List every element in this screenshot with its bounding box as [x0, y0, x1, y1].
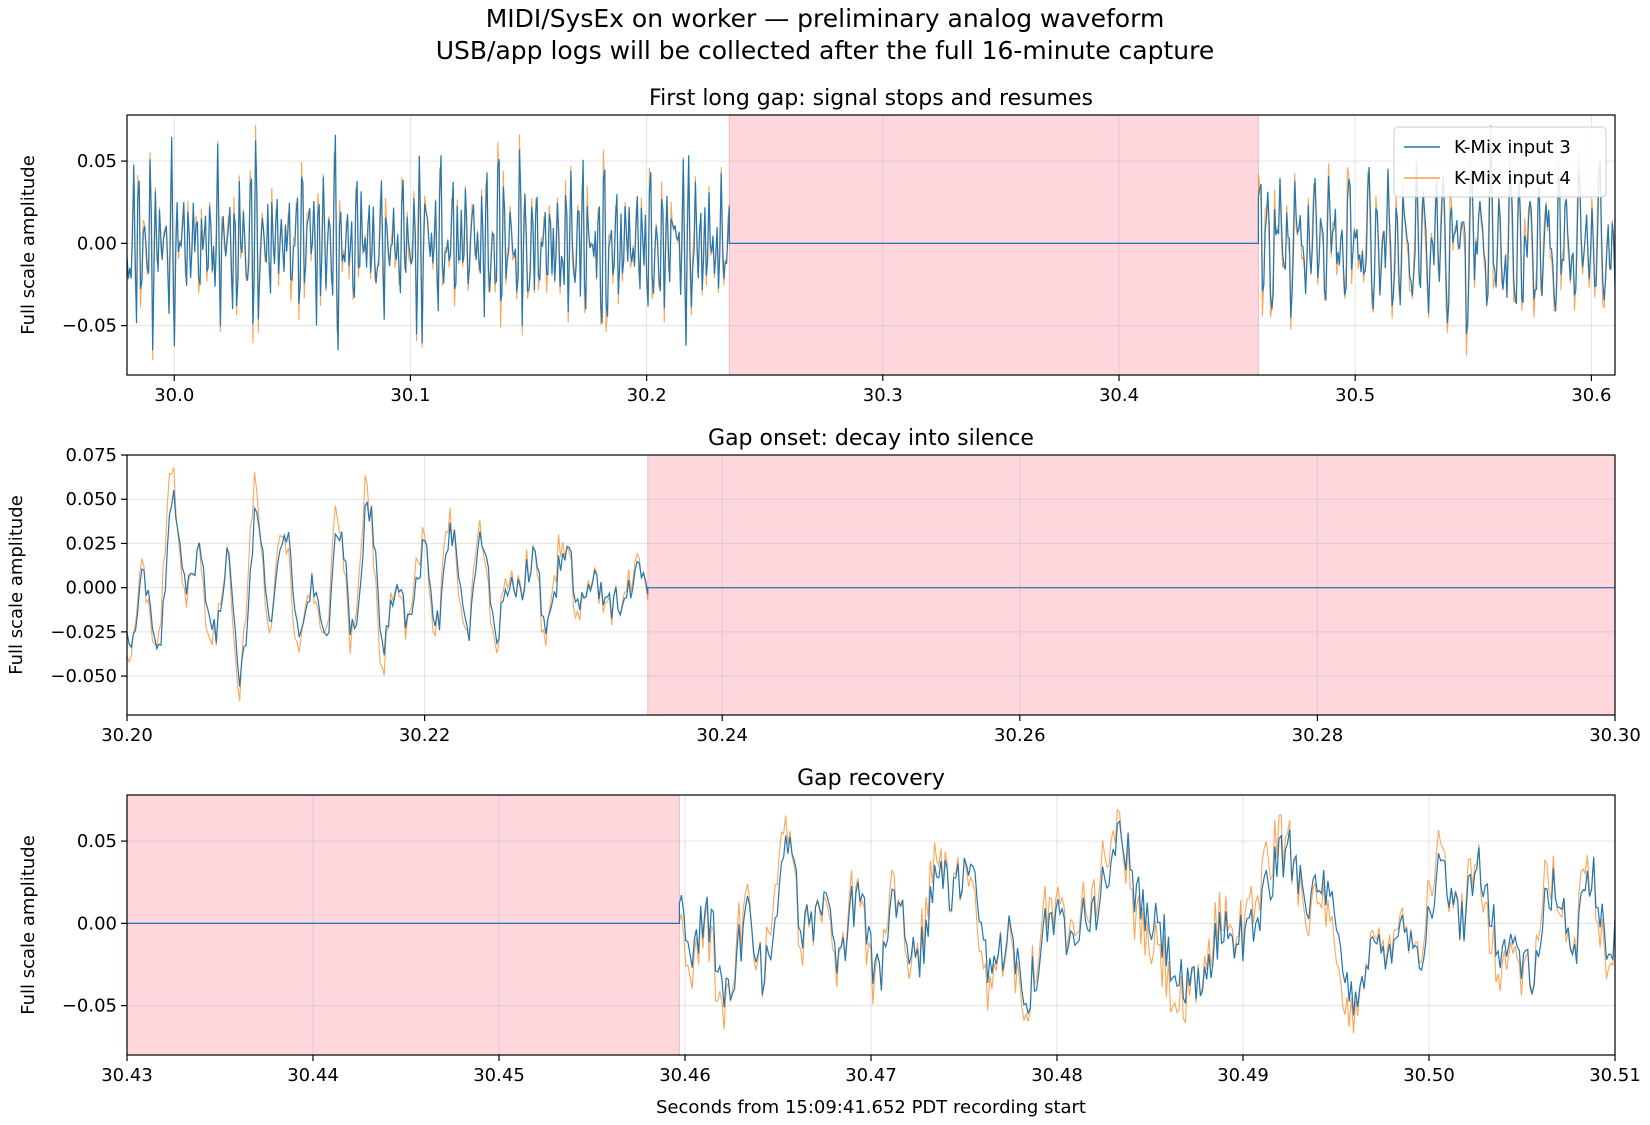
y-tick-label: 0.05 — [77, 831, 117, 852]
x-tick-label: 30.1 — [390, 385, 430, 406]
x-tick-label: 30.6 — [1571, 385, 1611, 406]
y-tick-label: −0.025 — [50, 622, 117, 643]
plot-frame — [126, 114, 1616, 376]
subplot-title: Gap recovery — [797, 766, 945, 791]
x-tick-label: 30.47 — [845, 1065, 897, 1086]
subplot-1: 30.0 30.1 30.2 30.3 30.4 30.5 30.6 −0.05 0.00 0.0… — [18, 86, 1616, 406]
x-tick-label: 30.2 — [627, 385, 667, 406]
x-tick-label: 30.30 — [1589, 725, 1641, 746]
x-tick-label: 30.44 — [287, 1065, 339, 1086]
x-tick-label: 30.48 — [1031, 1065, 1083, 1086]
y-axis-label: Full scale amplitude — [6, 495, 27, 675]
series-line-input-3 — [127, 489, 1615, 687]
figure-title-line-1: MIDI/SysEx on worker — preliminary analo… — [485, 4, 1165, 33]
x-tick-label: 30.51 — [1589, 1065, 1641, 1086]
x-tick-label: 30.4 — [1099, 385, 1139, 406]
y-tick-label: 0.050 — [65, 489, 117, 510]
series-line-input-3 — [127, 819, 1615, 1016]
x-tick-label: 30.20 — [101, 725, 153, 746]
x-axis-label: Seconds from 15:09:41.652 PDT recording … — [656, 1097, 1086, 1118]
y-tick-label: −0.050 — [50, 666, 117, 687]
x-tick-label: 30.45 — [473, 1065, 525, 1086]
y-tick-label: 0.075 — [65, 445, 117, 466]
x-tick-label: 30.26 — [994, 725, 1046, 746]
x-tick-label: 30.49 — [1217, 1065, 1269, 1086]
legend-label: K-Mix input 3 — [1454, 137, 1571, 158]
series-line-input-3 — [127, 134, 1615, 351]
y-tick-label: −0.05 — [62, 996, 117, 1017]
x-tick-label: 30.50 — [1403, 1065, 1455, 1086]
y-axis-label: Full scale amplitude — [18, 155, 39, 335]
figure-title-line-2: USB/app logs will be collected after the… — [435, 36, 1215, 65]
x-tick-label: 30.0 — [154, 385, 194, 406]
legend-box — [1393, 126, 1607, 198]
series-line-input-4 — [127, 124, 1615, 360]
y-tick-label: 0.00 — [77, 233, 117, 254]
y-tick-label: 0.025 — [65, 533, 117, 554]
plot-frame — [126, 454, 1616, 716]
y-tick-label: 0.000 — [65, 578, 117, 599]
x-tick-label: 30.46 — [659, 1065, 711, 1086]
gap-shading — [728, 114, 1259, 376]
x-tick-label: 30.28 — [1292, 725, 1344, 746]
y-tick-label: 0.05 — [77, 151, 117, 172]
y-tick-label: 0.00 — [77, 913, 117, 934]
x-tick-label: 30.5 — [1335, 385, 1375, 406]
legend: K-Mix input 3 K-Mix input 4 — [1393, 126, 1607, 198]
x-tick-label: 30.24 — [696, 725, 748, 746]
subplot-2: 30.20 30.22 30.24 30.26 30.28 30.30 −0.050 −0.0… — [6, 426, 1641, 746]
subplot-3: 30.43 30.44 30.45 30.46 30.47 30.48 30.49 30.50… — [18, 766, 1641, 1118]
y-tick-label: −0.05 — [62, 316, 117, 337]
x-tick-label: 30.3 — [863, 385, 903, 406]
y-axis-label: Full scale amplitude — [18, 835, 39, 1015]
subplot-title: First long gap: signal stops and resumes — [649, 86, 1093, 111]
subplot-title: Gap onset: decay into silence — [708, 426, 1034, 451]
gap-shading — [126, 794, 680, 1056]
legend-label: K-Mix input 4 — [1454, 168, 1571, 189]
x-tick-label: 30.22 — [399, 725, 451, 746]
x-tick-label: 30.43 — [101, 1065, 153, 1086]
